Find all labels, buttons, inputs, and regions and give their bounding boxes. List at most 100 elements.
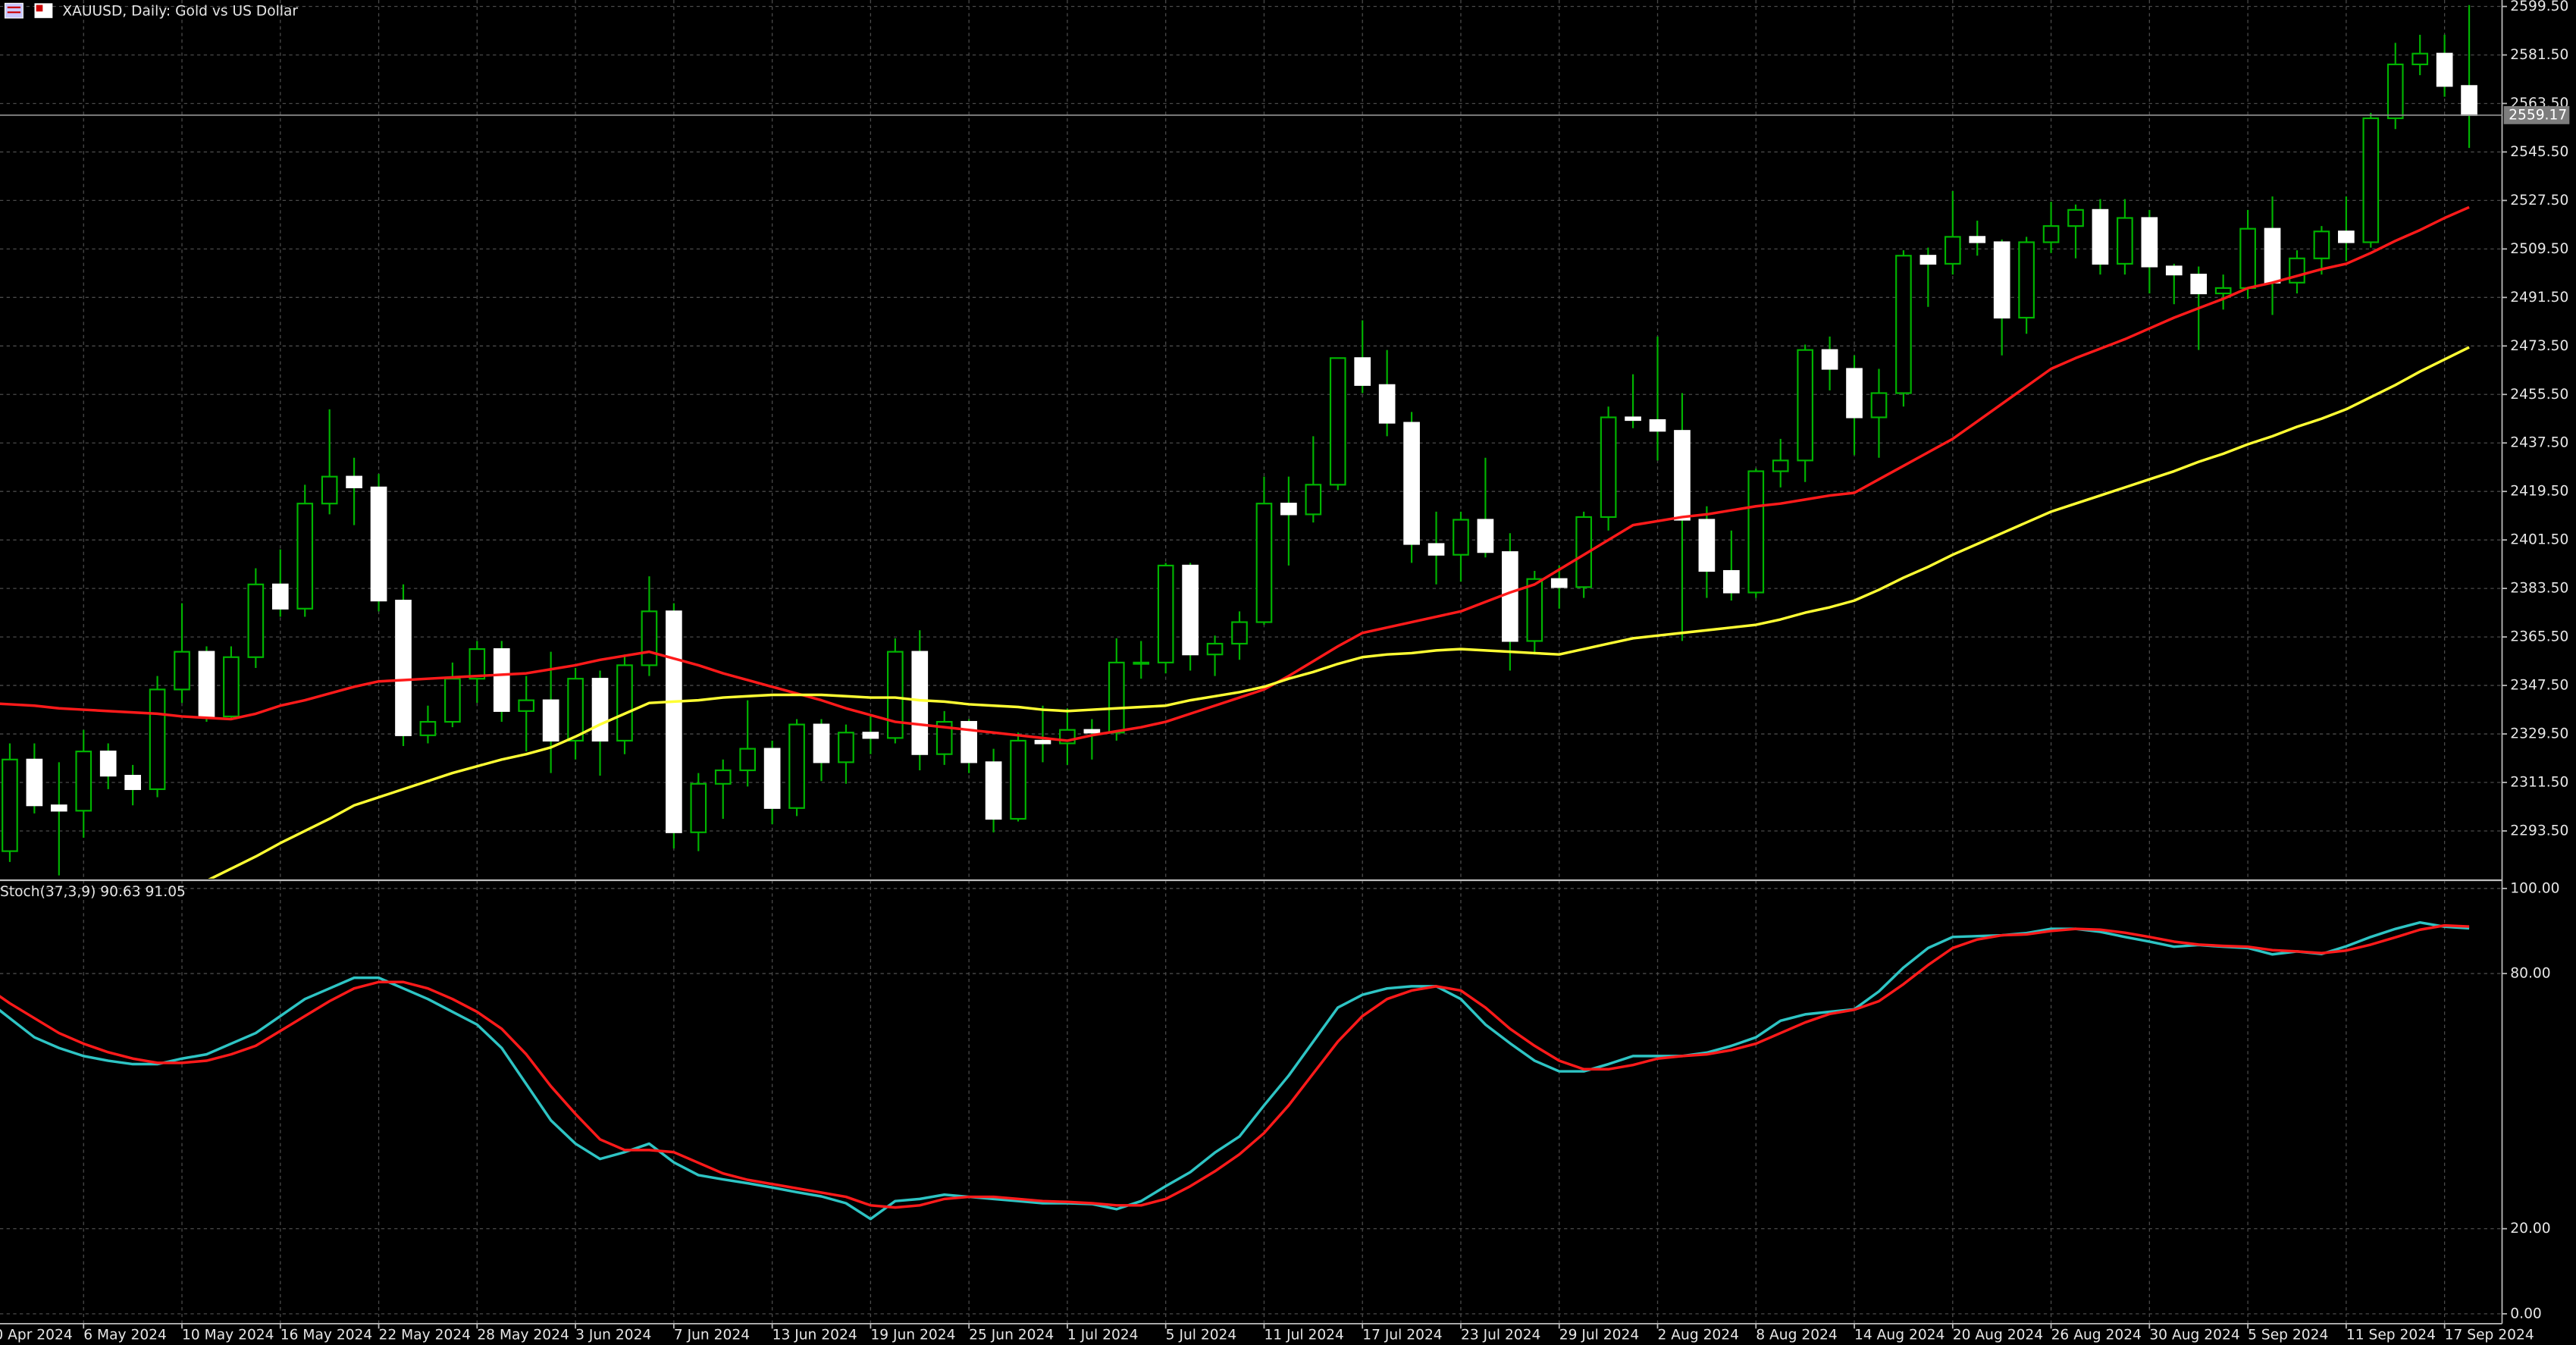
candle-body — [1157, 564, 1174, 663]
indicator-value: 90.63 — [100, 884, 140, 900]
y-tick-label: 2401.50 — [2510, 532, 2568, 548]
candle-body — [2411, 52, 2429, 66]
candle-body — [2165, 265, 2183, 276]
x-tick-label: 17 Sep 2024 — [2445, 1328, 2534, 1343]
candle-body — [223, 656, 240, 718]
candle-body — [1403, 422, 1420, 545]
candle-body — [813, 723, 830, 763]
candle-body — [961, 720, 977, 763]
candle-body — [1846, 368, 1863, 419]
indicator-panel — [0, 920, 2470, 1221]
x-tick-label: 23 Jul 2024 — [1461, 1328, 1540, 1343]
candle-body — [616, 664, 633, 742]
current-price-label: 2559.17 — [2509, 107, 2567, 123]
y-tick-label: 80.00 — [2510, 966, 2550, 982]
y-tick-label: 20.00 — [2510, 1221, 2550, 1237]
x-tick-label: 22 May 2024 — [379, 1328, 471, 1343]
candle-body — [1083, 729, 1101, 734]
symbol-icons — [4, 2, 53, 19]
price-panel — [0, 5, 2477, 879]
candle-body — [935, 720, 953, 755]
candle-body — [1502, 551, 1518, 642]
candle-body — [1698, 519, 1716, 572]
x-tick-label: 29 Jul 2024 — [1559, 1328, 1639, 1343]
icon — [36, 5, 43, 12]
candle-body — [591, 678, 609, 742]
icon — [7, 6, 21, 8]
candle-body — [542, 699, 559, 742]
candle-body — [1772, 459, 1789, 472]
candle-body — [174, 651, 190, 691]
candle-body — [1722, 569, 1740, 594]
candle-body — [985, 761, 1002, 820]
x-tick-label: 16 May 2024 — [280, 1328, 372, 1343]
candle-body — [1600, 416, 1617, 519]
y-tick-label: 2293.50 — [2510, 823, 2568, 839]
y-tick-label: 2509.50 — [2510, 241, 2568, 257]
candle-body — [1305, 484, 1322, 516]
candle-body — [1034, 739, 1051, 745]
y-tick-label: 0.00 — [2510, 1306, 2541, 1321]
candle-body — [1206, 642, 1224, 656]
x-tick-label: 13 Jun 2024 — [772, 1328, 857, 1343]
candle-body — [247, 583, 265, 658]
y-tick-label: 2437.50 — [2510, 435, 2568, 451]
candle-body — [1453, 519, 1469, 556]
candle-body — [666, 610, 682, 833]
candle-body — [788, 723, 805, 809]
x-tick-label: 30 Aug 2024 — [2149, 1328, 2239, 1343]
candle-body — [444, 678, 461, 723]
y-tick-label: 2347.50 — [2510, 678, 2568, 694]
x-tick-label: 25 Jun 2024 — [969, 1328, 1054, 1343]
candle-body — [1944, 236, 1961, 265]
candle-body — [1427, 543, 1445, 556]
moving-average — [0, 205, 2470, 742]
candle-body — [271, 583, 289, 610]
candle-body — [99, 751, 117, 777]
candle-body — [1625, 416, 1641, 422]
x-tick-label: 19 Jun 2024 — [870, 1328, 955, 1343]
candle-body — [739, 748, 757, 772]
x-tick-label: 28 May 2024 — [477, 1328, 569, 1343]
y-tick-label: 2419.50 — [2510, 484, 2568, 500]
candle-body — [419, 720, 437, 736]
x-tick-label: 5 Jul 2024 — [1166, 1328, 1237, 1343]
candle-body — [2067, 208, 2084, 227]
y-tick-label: 2383.50 — [2510, 581, 2568, 597]
candle-body — [1821, 349, 1838, 370]
candle-body — [395, 600, 412, 736]
candle-body — [1674, 430, 1691, 521]
candle-body — [149, 688, 166, 790]
indicator-name: Stoch(37,3,9) — [0, 884, 96, 900]
candle-body — [2190, 274, 2208, 295]
candle-body — [1969, 236, 1986, 243]
candle-body — [198, 651, 215, 718]
x-tick-label: 17 Jul 2024 — [1362, 1328, 1442, 1343]
candle-body — [1575, 516, 1593, 588]
y-tick-label: 2365.50 — [2510, 629, 2568, 645]
candle-body — [1231, 621, 1248, 645]
stochastic-line — [0, 923, 2470, 1209]
candle-body — [26, 758, 43, 807]
icon — [7, 11, 21, 14]
candle-body — [1895, 255, 1912, 394]
candle-body — [2, 758, 18, 852]
candle-body — [911, 651, 929, 755]
indicator-value: 91.05 — [146, 884, 186, 900]
candle-body — [1133, 661, 1150, 665]
candle-body — [2042, 225, 2060, 243]
candle-body — [763, 748, 781, 809]
candle-body — [1255, 503, 1273, 623]
candle-body — [1354, 357, 1371, 386]
x-tick-label: 6 May 2024 — [83, 1328, 167, 1343]
candle-body — [321, 475, 338, 505]
x-tick-label: 30 Apr 2024 — [0, 1328, 73, 1343]
x-tick-label: 3 Jun 2024 — [575, 1328, 651, 1343]
candle-body — [2117, 217, 2133, 265]
y-tick-label: 2545.50 — [2510, 144, 2568, 160]
y-tick-label: 2491.50 — [2510, 290, 2568, 306]
candle-body — [2239, 227, 2256, 289]
candle-body — [370, 486, 387, 602]
y-tick-label: 2329.50 — [2510, 726, 2568, 742]
